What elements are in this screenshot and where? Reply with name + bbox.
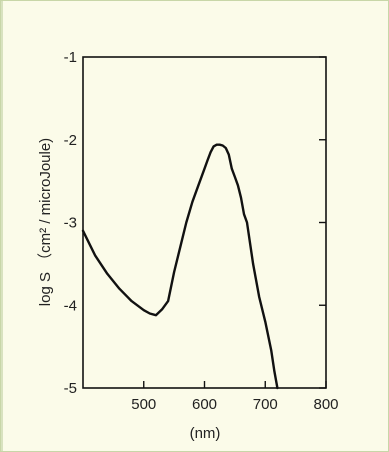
series-group bbox=[81, 143, 279, 390]
x-axis-label: (nm) bbox=[190, 425, 221, 442]
x-tick-label: 600 bbox=[192, 396, 217, 413]
x-tick-label: 700 bbox=[253, 396, 278, 413]
spectral-sensitivity-line bbox=[81, 143, 279, 390]
x-tick-label: 800 bbox=[313, 396, 338, 413]
x-ticks: 500 600 700 800 bbox=[131, 381, 339, 413]
y-tick-label: -5 bbox=[64, 380, 77, 397]
y-tick-label: -3 bbox=[64, 215, 77, 232]
y-ticks: -1 -2 -3 -4 -5 bbox=[64, 49, 326, 397]
y-tick-label: -1 bbox=[64, 49, 77, 66]
panel-left-edge bbox=[1, 1, 3, 451]
y-axis-label: log S （cm² / microJoule) bbox=[37, 138, 54, 306]
plot-frame bbox=[82, 56, 327, 389]
y-tick-label: -4 bbox=[64, 297, 77, 314]
x-tick-label: 500 bbox=[131, 396, 156, 413]
y-tick-label: -2 bbox=[64, 132, 77, 149]
